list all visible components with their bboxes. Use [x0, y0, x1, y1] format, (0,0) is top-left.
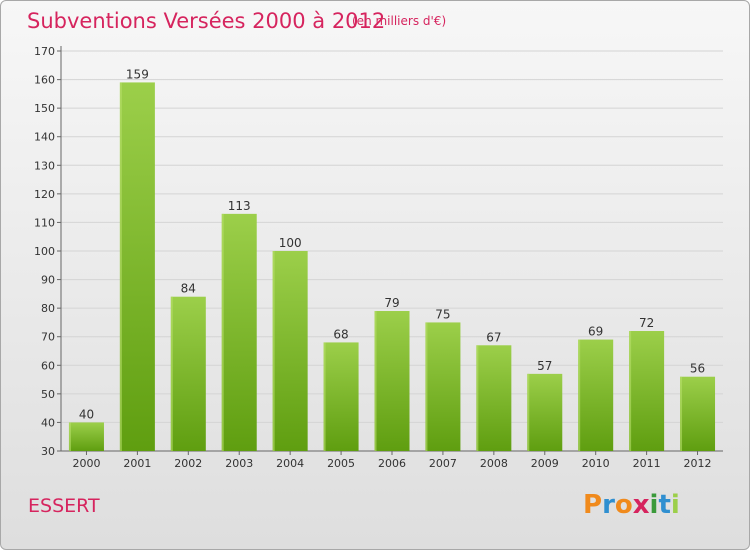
chart-subtitle: (en milliers d'€): [352, 14, 447, 28]
bar-highlight: [272, 251, 275, 451]
logo-letter: i: [649, 490, 659, 520]
place-name: ESSERT: [28, 495, 100, 517]
bar-2001: [119, 82, 155, 451]
bar-2004: [272, 251, 308, 451]
x-tick-label: 2011: [633, 457, 661, 470]
y-tick-label: 90: [41, 274, 55, 287]
bar-value-label: 113: [228, 199, 251, 213]
bar-2005: [323, 342, 359, 451]
labels: 30 40 50 60 70 80 90 100 110 120 130 140 150 160 170 40…: [34, 45, 712, 470]
logo-letter: r: [602, 490, 615, 520]
bar-value-label: 75: [435, 307, 450, 321]
bar-highlight: [170, 296, 173, 451]
logo-letter: x: [632, 490, 650, 520]
y-tick-label: 40: [41, 416, 55, 429]
x-tick-label: 2005: [327, 457, 355, 470]
y-tick-label: 50: [41, 388, 55, 401]
logo-letter: i: [670, 490, 680, 520]
bar-value-label: 84: [181, 282, 196, 296]
bar-highlight: [527, 373, 530, 451]
logo-letter: o: [614, 490, 633, 520]
x-tick-label: 2008: [480, 457, 508, 470]
logo-letter: t: [658, 490, 671, 520]
bar-highlight: [119, 82, 122, 451]
bar-2011: [629, 331, 665, 451]
bar-highlight: [425, 322, 428, 451]
y-tick-label: 110: [34, 216, 55, 229]
x-tick-label: 2003: [225, 457, 253, 470]
bar-highlight: [629, 331, 632, 451]
x-tick-label: 2009: [531, 457, 559, 470]
x-tick-label: 2001: [123, 457, 151, 470]
bars: [68, 82, 716, 451]
bar-value-label: 57: [537, 359, 552, 373]
bar-value-label: 79: [384, 296, 399, 310]
x-tick-label: 2004: [276, 457, 304, 470]
bar-value-label: 159: [126, 67, 149, 81]
logo-letter: P: [583, 490, 603, 520]
bar-2012: [680, 376, 716, 451]
x-tick-label: 2000: [72, 457, 100, 470]
y-tick-label: 140: [34, 131, 55, 144]
x-tick-label: 2012: [684, 457, 712, 470]
y-tick-label: 80: [41, 302, 55, 315]
bar-highlight: [323, 342, 326, 451]
bar-2003: [221, 213, 257, 451]
bar-highlight: [68, 422, 71, 451]
bar-value-label: 67: [486, 330, 501, 344]
y-tick-label: 170: [34, 45, 55, 58]
bar-value-label: 100: [279, 236, 302, 250]
x-tick-label: 2002: [174, 457, 202, 470]
bar-value-label: 40: [79, 407, 94, 421]
bar-2006: [374, 311, 410, 451]
bar-highlight: [221, 213, 224, 451]
y-tick-label: 60: [41, 359, 55, 372]
bar-value-label: 68: [333, 327, 348, 341]
bar-value-label: 72: [639, 316, 654, 330]
y-tick-label: 70: [41, 331, 55, 344]
bar-2002: [170, 296, 206, 451]
y-tick-label: 150: [34, 102, 55, 115]
x-tick-label: 2010: [582, 457, 610, 470]
bar-2007: [425, 322, 461, 451]
bar-highlight: [578, 339, 581, 451]
y-tick-label: 130: [34, 159, 55, 172]
bar-value-label: 56: [690, 362, 705, 376]
proxiti-logo[interactable]: Proxiti: [583, 490, 680, 520]
x-tick-label: 2006: [378, 457, 406, 470]
y-tick-label: 30: [41, 445, 55, 458]
bar-2008: [476, 345, 512, 451]
bar-2010: [578, 339, 614, 451]
bar-highlight: [476, 345, 479, 451]
x-tick-label: 2007: [429, 457, 457, 470]
y-tick-label: 100: [34, 245, 55, 258]
bar-value-label: 69: [588, 325, 603, 339]
chart-title: Subventions Versées 2000 à 2012: [27, 9, 386, 33]
bar-highlight: [374, 311, 377, 451]
bar-2000: [68, 422, 104, 451]
y-tick-label: 120: [34, 188, 55, 201]
bar-highlight: [680, 376, 683, 451]
y-tick-label: 160: [34, 74, 55, 87]
bar-2009: [527, 373, 563, 451]
